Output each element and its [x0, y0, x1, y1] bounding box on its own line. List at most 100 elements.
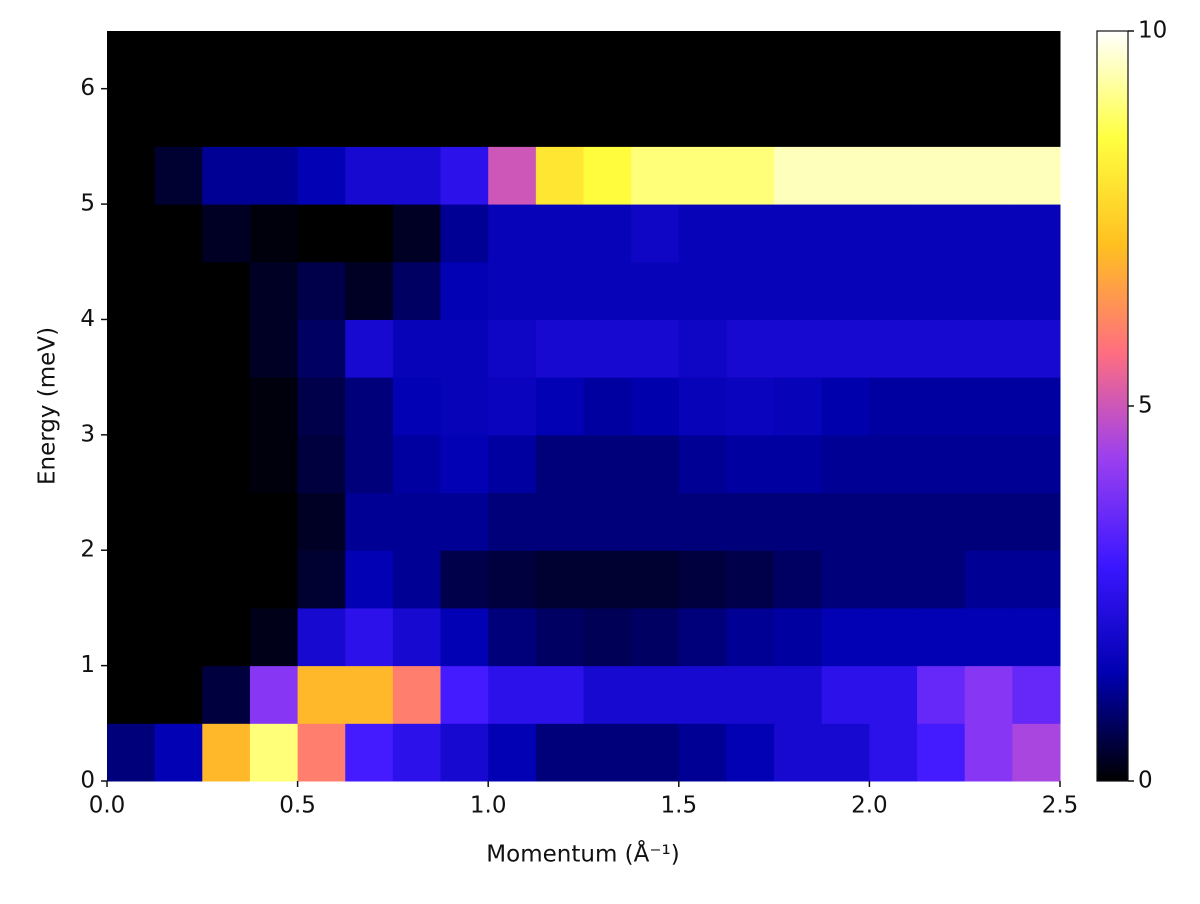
- heatmap-cell: [1012, 31, 1061, 90]
- heatmap-cell: [154, 665, 203, 724]
- heatmap-cell: [631, 146, 680, 205]
- heatmap-cell: [774, 31, 823, 90]
- heatmap-cell: [154, 607, 203, 667]
- heatmap-cell: [1012, 204, 1061, 263]
- heatmap-cell: [726, 607, 775, 667]
- heatmap-cell: [488, 550, 537, 609]
- heatmap-cell: [297, 434, 346, 494]
- heatmap-cell: [869, 204, 918, 263]
- heatmap-cell: [107, 146, 156, 205]
- heatmap-cell: [297, 261, 346, 320]
- colorbar-tick-label: 10: [1138, 18, 1167, 44]
- heatmap-cell: [297, 665, 346, 724]
- heatmap-cell: [392, 723, 442, 782]
- heatmap-cell: [249, 31, 299, 90]
- heatmap-cell: [631, 607, 680, 667]
- heatmap-cell: [726, 146, 775, 205]
- heatmap-cell: [583, 146, 632, 205]
- y-tick-label: 1: [80, 652, 95, 678]
- heatmap-cell: [678, 146, 727, 205]
- heatmap-cell: [202, 146, 251, 205]
- heatmap-cell: [392, 434, 442, 494]
- y-tick-label: 3: [80, 421, 95, 447]
- heatmap-cell: [535, 261, 584, 320]
- heatmap-cell: [631, 377, 680, 436]
- heatmap-cell: [392, 261, 442, 320]
- heatmap-cell: [345, 204, 394, 263]
- heatmap-cell: [774, 146, 823, 205]
- heatmap-cell: [488, 723, 537, 782]
- heatmap-cell: [631, 550, 680, 609]
- heatmap-cell: [1012, 434, 1061, 494]
- heatmap-cell: [726, 377, 775, 436]
- heatmap-cell: [392, 607, 442, 667]
- heatmap-cell: [917, 88, 966, 147]
- heatmap-cell: [107, 665, 156, 724]
- x-axis-label: Momentum (Å⁻¹): [486, 840, 679, 868]
- heatmap-cell: [202, 607, 251, 667]
- heatmap-cell: [583, 261, 632, 320]
- heatmap-cell: [964, 665, 1013, 724]
- heatmap-cell: [249, 492, 299, 551]
- heatmap-cell: [297, 550, 346, 609]
- heatmap-cell: [249, 204, 299, 263]
- heatmap-cell: [392, 550, 442, 609]
- heatmap-cell: [583, 492, 632, 551]
- heatmap-cell: [678, 665, 727, 724]
- heatmap-cell: [631, 261, 680, 320]
- heatmap-cell: [154, 261, 203, 320]
- heatmap-cell: [583, 665, 632, 724]
- heatmap-cell: [726, 434, 775, 494]
- heatmap-cell: [917, 492, 966, 551]
- heatmap-cell: [678, 492, 727, 551]
- y-tick-label: 6: [80, 75, 95, 101]
- heatmap-cell: [107, 723, 156, 782]
- heatmap-cell: [631, 204, 680, 263]
- heatmap-cell: [774, 434, 823, 494]
- heatmap-cell: [297, 607, 346, 667]
- heatmap-cell: [297, 492, 346, 551]
- x-tick-label: 1.5: [661, 793, 698, 819]
- heatmap-cell: [202, 377, 251, 436]
- heatmap-cell: [154, 88, 203, 147]
- heatmap-cell: [583, 607, 632, 667]
- heatmap-cell: [535, 88, 584, 147]
- heatmap-cell: [535, 723, 584, 782]
- heatmap-cell: [678, 261, 727, 320]
- heatmap-cell: [1012, 665, 1061, 724]
- heatmap-cell: [917, 146, 966, 205]
- heatmap-cell: [488, 31, 537, 90]
- heatmap-cell: [774, 550, 823, 609]
- x-tick-label: 2.0: [851, 793, 888, 819]
- x-tick-label: 0.0: [89, 793, 126, 819]
- heatmap-cell: [202, 492, 251, 551]
- heatmap-cell: [107, 492, 156, 551]
- heatmap-cell: [583, 550, 632, 609]
- heatmap-cell: [535, 434, 584, 494]
- heatmap-cell: [249, 723, 299, 782]
- heatmap-cell: [535, 492, 584, 551]
- heatmap-cell: [964, 377, 1013, 436]
- heatmap-cell: [869, 88, 918, 147]
- heatmap-cell: [1012, 146, 1061, 205]
- heatmap-cell: [917, 261, 966, 320]
- x-tick-label: 2.5: [1042, 793, 1079, 819]
- heatmap-cell: [154, 146, 203, 205]
- heatmap-cell: [821, 31, 870, 90]
- heatmap-cell: [535, 607, 584, 667]
- heatmap-cell: [631, 31, 680, 90]
- heatmap-cell: [107, 88, 156, 147]
- heatmap-cell: [821, 146, 870, 205]
- heatmap-cell: [1012, 377, 1061, 436]
- heatmap-cell: [869, 319, 918, 378]
- heatmap-cell: [154, 434, 203, 494]
- heatmap-cell: [678, 204, 727, 263]
- heatmap-cell: [249, 88, 299, 147]
- heatmap-cell: [107, 261, 156, 320]
- heatmap-cell: [488, 146, 537, 205]
- heatmap-cell: [392, 204, 442, 263]
- heatmap-cell: [774, 723, 823, 782]
- heatmap-cell: [774, 607, 823, 667]
- heatmap-cell: [392, 319, 442, 378]
- heatmap-cell: [535, 550, 584, 609]
